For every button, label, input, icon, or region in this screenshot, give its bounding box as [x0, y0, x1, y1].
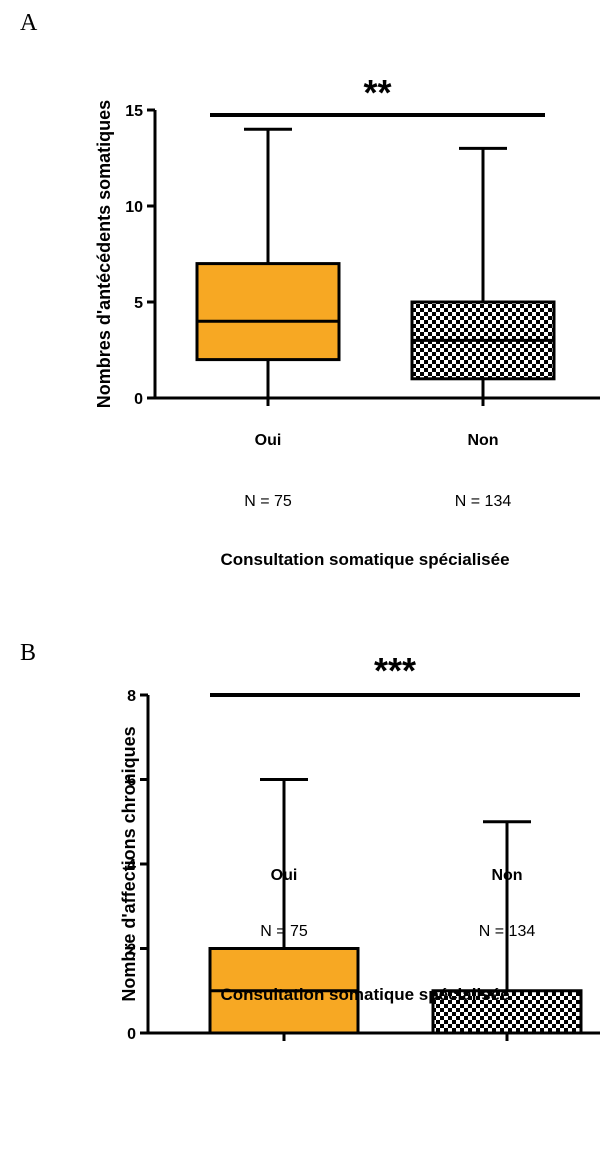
box-oui: Oui N = 75	[208, 778, 360, 1041]
x-axis-title: Consultation somatique spécialisée	[220, 550, 509, 569]
box-iqr	[195, 262, 341, 362]
significance-stars: ***	[374, 650, 416, 691]
y-tick-label: 2	[127, 942, 136, 959]
significance-stars: **	[363, 72, 391, 113]
category-label: Non	[467, 432, 498, 449]
n-label: N = 134	[479, 923, 536, 940]
category-label: Oui	[271, 867, 298, 884]
y-tick-label: 8	[127, 688, 136, 705]
panel-letter: B	[20, 640, 36, 666]
y-tick-label: 15	[125, 103, 143, 120]
y-tick-label: 0	[127, 1026, 136, 1043]
n-label: N = 134	[455, 493, 512, 510]
y-axis-title: Nombre d'affections chroniques	[119, 726, 139, 1001]
n-label: N = 75	[260, 923, 308, 940]
box-iqr	[431, 989, 583, 1035]
y-tick-label: 4	[127, 857, 136, 874]
box-non: Non N = 134	[431, 820, 583, 1041]
category-label: Non	[491, 867, 522, 884]
panel-a: A 0 5 10 15 Nombres d'antécédents somatiques *…	[20, 10, 600, 569]
box-non: Non N = 134	[410, 146, 556, 510]
y-tick-label: 10	[125, 199, 143, 216]
n-label: N = 75	[244, 493, 292, 510]
y-tick-label: 0	[134, 391, 143, 408]
box-oui: Oui N = 75	[195, 127, 341, 510]
y-axis-title: Nombres d'antécédents somatiques	[94, 100, 114, 408]
x-axis-title: Consultation somatique spécialisée	[220, 985, 509, 1004]
y-tick-label: 6	[127, 773, 136, 790]
category-label: Oui	[255, 432, 282, 449]
panel-letter: A	[20, 10, 38, 36]
panel-b: B 0 2 4 6 8 Nombre d'affections chroniques *** O…	[20, 640, 600, 1043]
y-tick-label: 5	[134, 295, 143, 312]
